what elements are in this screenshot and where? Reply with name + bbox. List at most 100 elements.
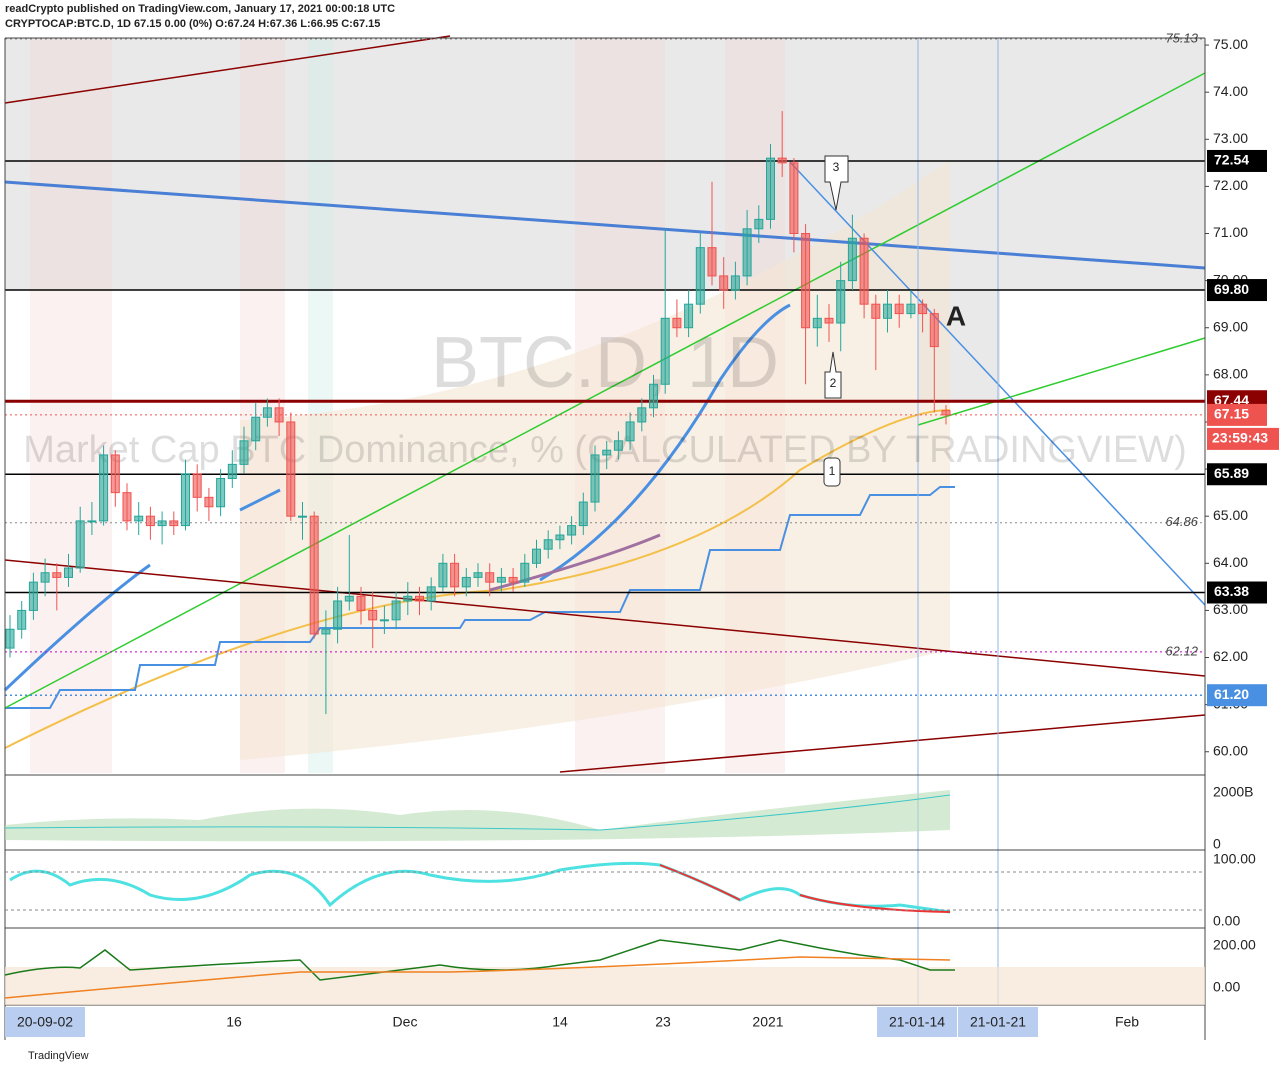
annotation: 2 — [830, 376, 837, 390]
candle-body — [40, 572, 50, 583]
y-tick-label: 62.00 — [1213, 648, 1248, 664]
y-tick-label: 65.00 — [1213, 507, 1248, 523]
candle-body — [883, 303, 892, 319]
candle-body — [590, 454, 600, 503]
publisher: readCrypto published on TradingView.com,… — [5, 3, 395, 15]
candle-body — [777, 157, 787, 164]
candle-body — [192, 473, 202, 498]
candle-body — [625, 421, 635, 442]
candle-body — [812, 317, 822, 329]
candle-body — [672, 317, 682, 329]
candle-body — [169, 520, 179, 527]
price-label: 67.15 — [1214, 406, 1249, 422]
annotation: 1 — [829, 464, 836, 478]
y-tick-label: 60.00 — [1213, 742, 1248, 758]
date-box — [958, 1007, 1038, 1037]
candle-body — [649, 383, 658, 409]
candle-body — [181, 473, 190, 527]
candle-body — [333, 600, 343, 630]
trendlines — [4, 35, 1206, 1005]
candle-body — [450, 562, 460, 588]
candle-body — [496, 576, 506, 583]
candle-body — [321, 628, 331, 635]
x-tick-label: Feb — [1115, 1014, 1139, 1030]
candle-body — [110, 454, 120, 494]
candle-body — [461, 576, 471, 588]
candle-body — [426, 586, 436, 602]
price-label-box — [1207, 149, 1267, 172]
y-tick-label: 64.00 — [1213, 554, 1248, 570]
candle-body — [157, 520, 167, 527]
x-tick-label: 16 — [226, 1014, 242, 1030]
candle-body — [637, 407, 647, 423]
candle-body — [239, 440, 249, 465]
candle-body — [87, 520, 97, 523]
x-tick-label: 2021 — [752, 1014, 783, 1030]
candle-body — [719, 275, 729, 291]
candle-body — [216, 477, 226, 508]
candle-body — [730, 275, 740, 291]
countdown: 23:59:43 — [1212, 430, 1268, 446]
candle-body — [122, 492, 132, 522]
y-tick-label: 73.00 — [1213, 130, 1248, 146]
symbol-line: CRYPTOCAP:BTC.D, 1D 67.15 0.00 (0%) O:67… — [5, 18, 380, 30]
candle-body — [941, 410, 951, 416]
candle-body — [508, 576, 518, 583]
y-tick-label: 63.00 — [1213, 601, 1248, 617]
candles — [5, 111, 951, 715]
pane-tick-label: 100.00 — [1213, 851, 1256, 867]
y-tick-label: 68.00 — [1213, 366, 1248, 382]
candle-body — [707, 247, 717, 277]
candle-body — [403, 595, 413, 602]
candle-body — [28, 581, 38, 611]
backgrounds — [5, 38, 1205, 773]
footer: TradingView — [28, 1050, 89, 1062]
price-label-box — [1207, 581, 1267, 604]
candle-body — [684, 303, 694, 329]
candle-body — [929, 313, 939, 348]
candle-body — [543, 539, 553, 550]
candle-body — [871, 303, 881, 319]
watermark: BTC.D, 1D — [431, 323, 779, 403]
price-label: 69.80 — [1214, 281, 1249, 297]
candle-body — [251, 416, 261, 442]
candle-body — [75, 520, 85, 569]
candle-body — [274, 407, 284, 423]
pane-tick-label: 2000B — [1213, 784, 1253, 800]
candle-body — [379, 619, 389, 622]
candle-body — [789, 162, 799, 235]
candle-body — [391, 600, 401, 621]
candle-body — [356, 595, 366, 611]
candle-body — [286, 421, 296, 517]
y-tick-label: 75.00 — [1213, 36, 1248, 52]
candle-body — [134, 515, 144, 522]
candle-body — [918, 303, 928, 315]
candle-body — [52, 572, 62, 578]
x-tick-label: 21-01-14 — [889, 1014, 945, 1030]
candle-body — [567, 525, 577, 536]
price-label: 72.54 — [1214, 152, 1249, 168]
x-tick-label: 20-09-02 — [17, 1014, 73, 1030]
candle-body — [894, 303, 904, 315]
candle-body — [520, 562, 530, 583]
pane-tick-label: 200.00 — [1213, 937, 1256, 953]
candle-body — [801, 233, 811, 329]
candle-body — [368, 609, 378, 621]
candle-body — [99, 454, 109, 522]
level-label: 64.86 — [1165, 514, 1198, 529]
candle-body — [859, 237, 869, 305]
candle-body — [473, 572, 483, 578]
candle-body — [227, 463, 237, 479]
candle-body — [262, 407, 272, 418]
level-label: 62.12 — [1165, 643, 1198, 658]
y-tick-label: 74.00 — [1213, 83, 1248, 99]
candle-body — [578, 501, 588, 527]
candle-body — [766, 157, 775, 220]
candle-body — [204, 496, 214, 508]
candle-body — [742, 228, 752, 277]
annotation: 3 — [833, 160, 840, 174]
date-box — [877, 1007, 957, 1037]
countdown-box — [1207, 427, 1279, 450]
